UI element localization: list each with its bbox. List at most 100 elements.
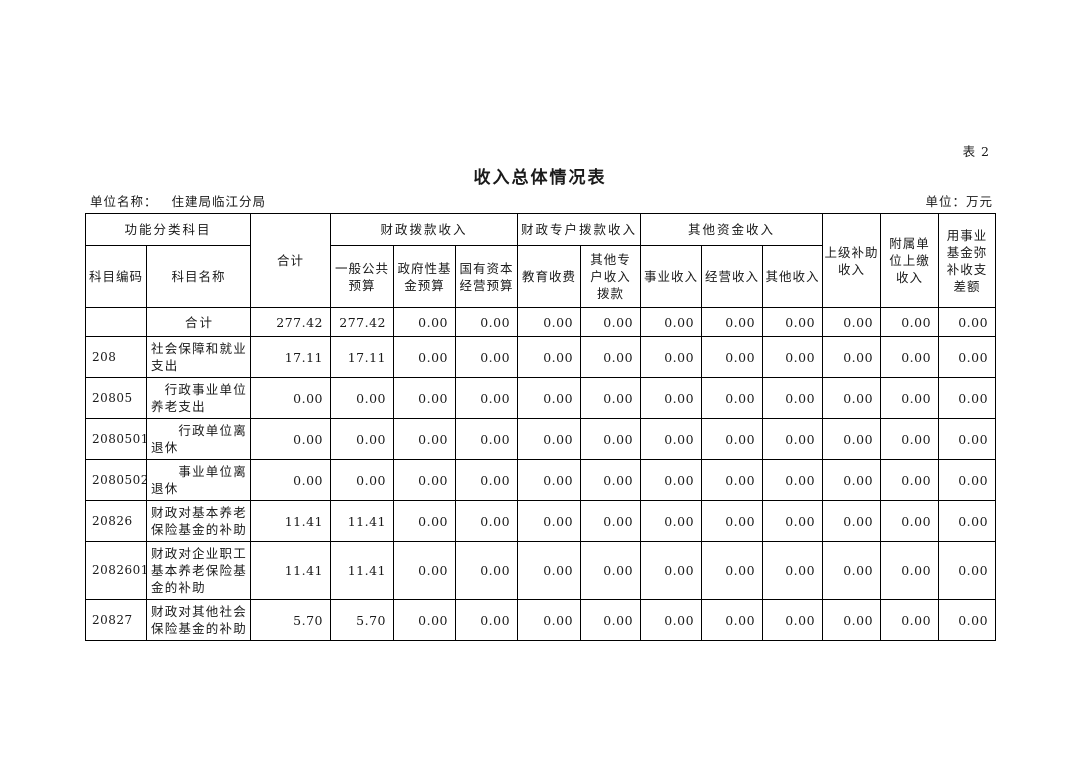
header-affiliated-unit-payment: 附属单 位上缴 收入 (880, 213, 940, 308)
value-cell: 0.00 (880, 459, 940, 501)
header-fund-deficit-offset: 用事业 基金弥 补收支 差额 (938, 213, 997, 308)
value-cell: 0.00 (822, 599, 882, 641)
value-cell: 0.00 (822, 307, 882, 337)
value-cell: 0.00 (640, 500, 703, 542)
value-cell: 0.00 (640, 418, 703, 460)
value-cell: 0.00 (455, 500, 519, 542)
header-business-income: 事业收入 (640, 245, 703, 308)
value-cell: 0.00 (822, 500, 882, 542)
subject-name-cell: 财政对基本养老 保险基金的补助 (145, 500, 252, 542)
header-subject-name: 科目名称 (145, 245, 252, 308)
value-cell: 0.00 (640, 459, 703, 501)
subject-name-cell: 行政单位离 退休 (145, 418, 252, 460)
value-cell: 0.00 (455, 541, 519, 600)
value-cell: 0.00 (517, 500, 582, 542)
value-cell: 0.00 (938, 377, 997, 419)
value-cell: 0.00 (393, 500, 457, 542)
value-cell: 11.41 (250, 500, 332, 542)
value-cell: 0.00 (880, 336, 940, 378)
value-cell: 0.00 (880, 377, 940, 419)
value-cell: 0.00 (393, 336, 457, 378)
value-cell: 0.00 (880, 599, 940, 641)
value-cell: 0.00 (938, 599, 997, 641)
value-cell: 11.41 (330, 541, 395, 600)
table-row: 20826 财政对基本养老 保险基金的补助 11.41 11.41 0.00 0.00 0.… (85, 500, 997, 542)
unit-name-label: 单位名称： (90, 194, 158, 209)
value-cell: 0.00 (822, 377, 882, 419)
value-cell: 0.00 (580, 459, 642, 501)
value-cell: 0.00 (580, 500, 642, 542)
value-cell: 0.00 (640, 307, 703, 337)
subject-name-cell: 事业单位离 退休 (145, 459, 252, 501)
value-cell: 0.00 (393, 377, 457, 419)
header-other-special-account: 其他专 户收入 拨款 (580, 245, 642, 308)
value-cell: 0.00 (938, 418, 997, 460)
unit-name: 单位名称： 住建局临江分局 (90, 191, 266, 210)
table-row: 2080502 事业单位离 退休 0.00 0.00 0.00 0.00 0.00 0.00… (85, 459, 997, 501)
value-cell: 0.00 (762, 307, 824, 337)
value-cell: 0.00 (455, 599, 519, 641)
subject-code-cell: 2082601 (85, 541, 147, 600)
value-cell: 0.00 (762, 336, 824, 378)
value-cell: 0.00 (250, 459, 332, 501)
value-cell: 0.00 (701, 377, 764, 419)
value-cell: 0.00 (517, 377, 582, 419)
subject-name-cell: 合计 (145, 307, 252, 337)
value-cell: 0.00 (880, 541, 940, 600)
value-cell: 0.00 (517, 541, 582, 600)
value-cell: 0.00 (938, 307, 997, 337)
header-other-funds-group: 其他资金收入 (640, 213, 824, 246)
value-cell: 0.00 (880, 500, 940, 542)
value-cell: 0.00 (640, 599, 703, 641)
sheet-number-label: 表 2 (962, 144, 990, 159)
value-cell: 0.00 (580, 541, 642, 600)
value-cell: 11.41 (330, 500, 395, 542)
table-row: 208 社会保障和就业 支出 17.11 17.11 0.00 0.00 0.00 0.00 0… (85, 336, 997, 378)
income-overview-table: 功能分类科目 合计 财政拨款收入 财政专户拨款收入 其他资金收入 上级补助 收入… (84, 213, 997, 641)
table-row: 2080501 行政单位离 退休 0.00 0.00 0.00 0.00 0.00 0.00… (85, 418, 997, 460)
value-cell: 0.00 (330, 418, 395, 460)
value-cell: 0.00 (938, 541, 997, 600)
value-cell: 0.00 (250, 377, 332, 419)
value-cell: 0.00 (580, 377, 642, 419)
value-cell: 0.00 (701, 418, 764, 460)
subject-name-cell: 财政对其他社会 保险基金的补助 (145, 599, 252, 641)
value-cell: 11.41 (250, 541, 332, 600)
header-other-income: 其他收入 (762, 245, 824, 308)
value-cell: 0.00 (393, 599, 457, 641)
value-cell: 0.00 (762, 541, 824, 600)
value-cell: 0.00 (762, 377, 824, 419)
value-cell: 17.11 (250, 336, 332, 378)
value-cell: 0.00 (393, 459, 457, 501)
value-cell: 0.00 (517, 459, 582, 501)
value-cell: 0.00 (880, 307, 940, 337)
value-cell: 277.42 (330, 307, 395, 337)
value-cell: 0.00 (822, 418, 882, 460)
value-cell: 0.00 (580, 418, 642, 460)
header-operating-income: 经营收入 (701, 245, 764, 308)
value-cell: 0.00 (640, 541, 703, 600)
value-cell: 0.00 (580, 307, 642, 337)
page-title: 收入总体情况表 (473, 168, 607, 188)
value-cell: 0.00 (640, 336, 703, 378)
value-cell: 0.00 (250, 418, 332, 460)
table-row: 20827 财政对其他社会 保险基金的补助 5.70 5.70 0.00 0.00 0.00… (85, 599, 997, 641)
value-cell: 0.00 (822, 541, 882, 600)
value-cell: 0.00 (517, 599, 582, 641)
value-cell: 0.00 (938, 336, 997, 378)
value-cell: 0.00 (701, 336, 764, 378)
value-cell: 0.00 (580, 599, 642, 641)
header-subject-code: 科目编码 (85, 245, 147, 308)
table-row: 20805 行政事业单位 养老支出 0.00 0.00 0.00 0.00 0.00 0.0… (85, 377, 997, 419)
value-cell: 0.00 (762, 459, 824, 501)
header-general-public-budget: 一般公共 预算 (330, 245, 395, 308)
header-total: 合计 (250, 213, 332, 308)
subject-code-cell: 20805 (85, 377, 147, 419)
value-cell: 5.70 (250, 599, 332, 641)
value-cell: 0.00 (701, 459, 764, 501)
subject-name-cell: 行政事业单位 养老支出 (145, 377, 252, 419)
subject-code-cell: 208 (85, 336, 147, 378)
value-cell: 5.70 (330, 599, 395, 641)
header-state-capital-budget: 国有资本 经营预算 (455, 245, 519, 308)
